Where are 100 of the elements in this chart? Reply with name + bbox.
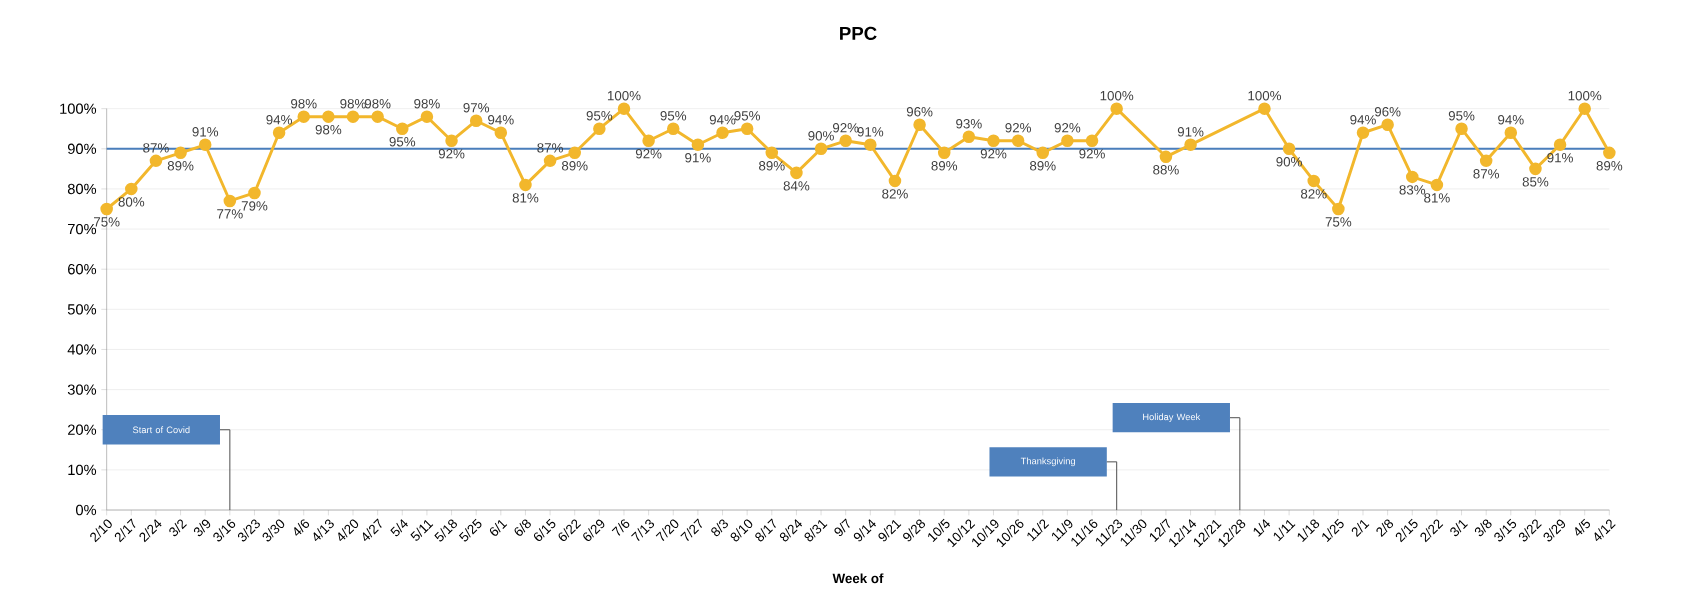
point (1061, 134, 1074, 148)
y-tick-label: 0% (75, 504, 97, 516)
point (987, 134, 1000, 148)
x-tick-label: 3/2 (169, 519, 187, 537)
point (1430, 178, 1444, 192)
data-label: 98% (291, 98, 317, 109)
point (494, 126, 508, 140)
data-label: 83% (1399, 185, 1426, 195)
point (617, 102, 631, 115)
data-label: 89% (1030, 161, 1056, 171)
point (568, 146, 581, 160)
data-label: 80% (118, 197, 145, 207)
point (642, 134, 655, 148)
annotation: Start of Covid (132, 426, 190, 434)
x-tick-label: 1/4 (1253, 519, 1271, 537)
data-label: 96% (906, 107, 933, 117)
data-label: 75% (94, 217, 120, 227)
x-tick-label: 11/2 (1027, 519, 1050, 542)
x-tick-label: 6/15 (533, 518, 556, 542)
point (839, 134, 852, 148)
point (223, 194, 237, 208)
data-label: 84% (783, 181, 810, 191)
point (1036, 146, 1050, 160)
point (248, 186, 261, 200)
data-label: 91% (1547, 153, 1573, 163)
annotation: Holiday Week (1143, 413, 1201, 423)
point (445, 134, 458, 148)
y-tick-label: 20% (68, 424, 97, 435)
point (1529, 162, 1542, 176)
data-label: 91% (192, 127, 219, 137)
point (543, 154, 557, 168)
point (1455, 122, 1468, 135)
x-tick-label: 6/1 (489, 519, 508, 536)
point (1381, 118, 1394, 131)
data-label: 85% (1522, 177, 1549, 187)
x-tick-label: 11/9 (1052, 519, 1073, 542)
point (346, 110, 360, 123)
point (790, 166, 803, 180)
data-label: 97% (463, 103, 490, 113)
x-tick-label: 1/11 (1273, 519, 1296, 542)
point (1110, 102, 1123, 115)
y-tick-label: 100% (60, 103, 97, 114)
data-label: 95% (389, 137, 416, 147)
data-label: 88% (1153, 165, 1179, 175)
data-label: 92% (1005, 123, 1032, 133)
data-label: 89% (1596, 161, 1623, 171)
point (272, 126, 286, 140)
x-tick-label: 2/1 (1351, 519, 1370, 538)
x-tick-label: 4/6 (294, 519, 310, 536)
data-label: 94% (1350, 115, 1376, 125)
point (1258, 102, 1271, 115)
data-label: 81% (512, 193, 539, 203)
point (937, 146, 951, 160)
point (174, 146, 187, 160)
point (691, 138, 705, 152)
point (519, 178, 532, 192)
x-tick-label: 2/8 (1376, 519, 1394, 538)
point (593, 122, 606, 135)
data-label: 91% (1177, 127, 1204, 137)
data-label: 91% (685, 153, 711, 163)
data-label: 94% (488, 115, 514, 125)
point (1553, 138, 1567, 152)
data-label: 92% (1054, 123, 1081, 133)
point (740, 122, 754, 135)
x-tick-label: 7/6 (611, 519, 630, 536)
point (1356, 126, 1370, 140)
point (149, 154, 163, 168)
x-tick-label: 6/29 (583, 519, 605, 542)
point (1282, 142, 1296, 156)
data-label: 95% (1448, 111, 1475, 121)
data-label: 89% (561, 161, 588, 171)
point (297, 110, 311, 123)
point (198, 138, 212, 152)
data-label: 100% (1248, 90, 1282, 101)
data-label: 95% (660, 111, 687, 121)
x-tick-label: 3/9 (193, 519, 211, 537)
data-label: 79% (241, 201, 268, 211)
data-label: 98% (315, 124, 342, 135)
data-label: 92% (832, 123, 859, 133)
x-tick-label: 7/20 (655, 519, 679, 542)
data-label: 94% (1498, 115, 1524, 125)
data-label: 89% (167, 161, 194, 171)
data-label: 98% (364, 98, 391, 109)
x-tick-label: 7/13 (631, 519, 655, 542)
point (100, 202, 113, 216)
point (1184, 138, 1197, 152)
point (1332, 202, 1345, 216)
data-label: 77% (217, 209, 243, 219)
data-label: 81% (1424, 193, 1450, 203)
point (1011, 134, 1025, 148)
data-label: 100% (1100, 90, 1134, 101)
point (1159, 150, 1173, 164)
x-axis-title: Week of (832, 573, 884, 584)
y-tick-label: 90% (67, 143, 97, 154)
point (420, 110, 434, 123)
data-label: 94% (709, 115, 736, 125)
point (371, 110, 384, 123)
x-tick-label: 5/11 (410, 519, 434, 541)
x-tick-label: 3/8 (1474, 519, 1492, 537)
chart-title: PPC (840, 26, 877, 40)
